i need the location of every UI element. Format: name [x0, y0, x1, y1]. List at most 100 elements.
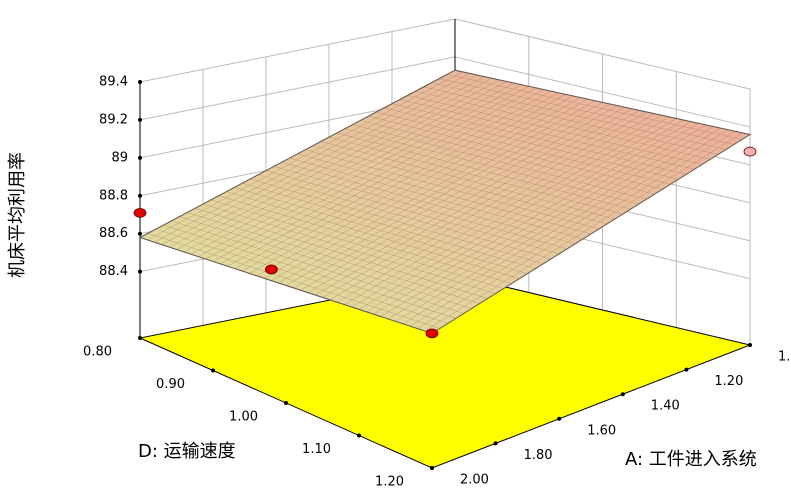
mesh-line [234, 187, 528, 274]
surface [138, 69, 752, 334]
mesh-line [447, 74, 743, 140]
mesh-line [423, 86, 719, 155]
mesh-line [234, 90, 552, 269]
mesh-line [328, 136, 623, 215]
mesh-line [366, 119, 684, 313]
mesh-line [293, 103, 611, 289]
mesh-line [409, 129, 729, 327]
z-tick [138, 193, 142, 198]
z-tick-label: 89 [111, 150, 128, 165]
y-tick-label: 0.80 [83, 345, 112, 360]
mesh-line [373, 121, 692, 315]
mesh-line [402, 127, 721, 325]
x-tick [557, 416, 562, 421]
design-point [425, 328, 439, 339]
y-tick [284, 401, 288, 405]
mesh-line [212, 86, 529, 262]
mesh-line [179, 216, 472, 309]
x-axis-title: A: 工件进入系统 [625, 449, 757, 470]
mesh-line [360, 120, 655, 195]
mesh-line [321, 141, 615, 220]
y-tick [357, 433, 361, 438]
mesh-line [271, 98, 588, 281]
mesh-line [300, 105, 618, 291]
mesh-line [454, 69, 751, 135]
x-tick-label: 1.80 [524, 448, 553, 463]
design-point [743, 146, 757, 157]
mesh-line [380, 123, 699, 317]
mesh-line [305, 149, 600, 230]
mesh-line [395, 126, 714, 322]
mesh-line [161, 74, 478, 245]
mesh-line [202, 203, 496, 294]
mesh-line [198, 82, 515, 257]
mesh-line [210, 199, 504, 289]
z-tick [138, 117, 142, 122]
mesh-line [297, 153, 592, 235]
mesh-line [281, 161, 576, 245]
x-tick [748, 343, 752, 347]
mesh-line [307, 106, 625, 293]
mesh-line [278, 100, 596, 284]
mesh-line [139, 69, 456, 238]
x-tick [684, 367, 689, 372]
mesh-line [176, 77, 493, 250]
x-tick-label: 1.20 [714, 374, 743, 389]
mesh-line [155, 228, 448, 324]
mesh-line [431, 82, 727, 150]
mesh-line [190, 81, 507, 255]
mesh-line [352, 124, 647, 200]
mesh-line [147, 233, 441, 329]
z-tick [138, 231, 142, 236]
mesh-line [358, 118, 677, 310]
mesh-line [226, 191, 520, 279]
mesh-line [171, 220, 464, 314]
z-tick-label: 89.2 [99, 112, 128, 127]
mesh-line [315, 108, 633, 296]
mesh-line [336, 113, 655, 303]
mesh-line [285, 102, 603, 286]
mesh-line [415, 90, 711, 160]
mesh-line [242, 92, 559, 272]
grid-line [454, 56, 751, 128]
mesh-line [399, 99, 695, 170]
z-tick [138, 155, 142, 160]
x-tick [493, 441, 498, 446]
grid-line [139, 18, 456, 83]
y-tick [138, 336, 142, 340]
mesh-line [431, 134, 751, 334]
mesh-line [263, 97, 581, 279]
mesh-line [344, 128, 639, 205]
grid-line [454, 18, 751, 90]
mesh-line [195, 207, 488, 299]
mesh-line [249, 94, 566, 274]
mesh-line [368, 115, 663, 190]
x-tick-label: 1.60 [587, 423, 616, 438]
mesh-line [313, 145, 607, 225]
y-axis-title: D: 运输速度 [138, 441, 236, 462]
mesh-line [439, 78, 735, 145]
y-tick-label: 1.00 [229, 410, 258, 425]
mesh-line [220, 87, 537, 265]
mesh-line [183, 79, 500, 253]
z-tick-label: 88.6 [99, 226, 128, 241]
z-tick-label: 88.4 [99, 264, 128, 279]
mesh-line [256, 95, 574, 277]
mesh-line [154, 73, 470, 243]
x-tick [430, 466, 434, 470]
z-tick [138, 269, 142, 274]
mesh-line [417, 131, 736, 329]
mesh-line [351, 116, 670, 308]
mesh-line [218, 195, 512, 284]
mesh-line [227, 89, 544, 267]
z-tick-label: 89.4 [99, 75, 128, 90]
design-point [264, 264, 278, 275]
mesh-line [344, 114, 662, 305]
mesh-line [258, 174, 552, 260]
mesh-line [329, 111, 647, 301]
mesh-line [273, 166, 568, 250]
z-axis-title: 机床平均利用率 [7, 152, 28, 278]
mesh-line [187, 212, 480, 304]
mesh-line [169, 76, 485, 248]
